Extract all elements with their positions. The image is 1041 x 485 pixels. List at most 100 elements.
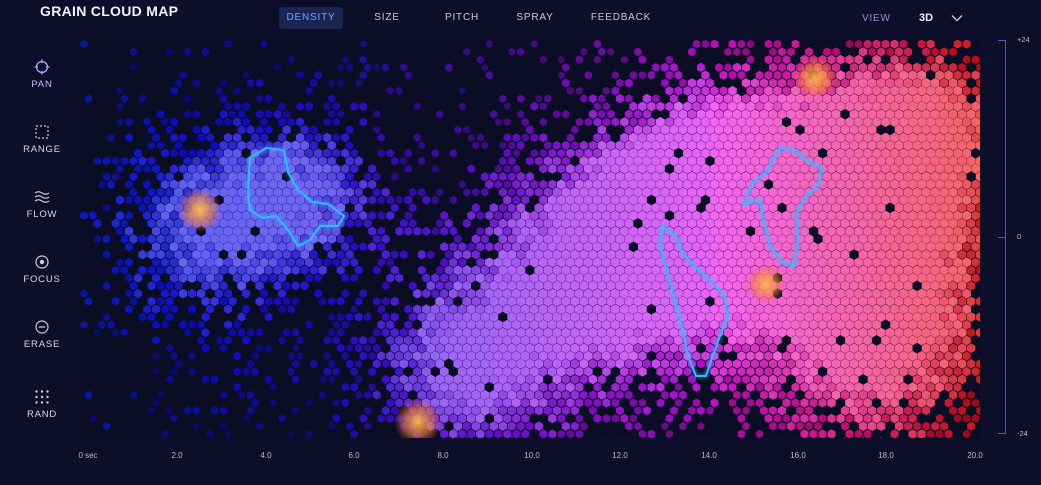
grain-hex [246,140,255,151]
grain-hex [881,148,890,159]
grain-hex [588,140,597,150]
grain-hex [926,226,935,237]
grain-hex [134,164,142,174]
grain-hex [304,163,314,174]
grain-hex [647,241,656,252]
grain-hex [147,141,156,150]
grain-hex [908,179,917,190]
grain-hex [282,234,291,244]
selection-outline[interactable] [742,146,824,268]
grain-hex [921,234,931,244]
grain-hex [566,273,575,283]
grain-hex [431,164,439,173]
grain-hex [769,78,777,88]
grain-hex [241,210,251,221]
chevron-down-icon[interactable] [950,11,964,25]
grain-hex [89,211,97,220]
grain-hex [908,366,917,377]
grain-hex [714,93,724,104]
grain-hex [849,93,859,104]
grain-hex [328,375,336,384]
grain-hex [858,234,868,244]
grain-hex [223,195,233,205]
grain-hex [273,140,282,151]
grain-hex [786,234,796,244]
grain-hex [332,148,341,158]
grain-hex [971,101,980,112]
view-select[interactable]: 3D [919,12,934,24]
grain-hex [386,258,394,267]
tool-flow[interactable]: FLOW [14,189,70,220]
grain-hex [795,280,805,291]
grain-hex [552,280,562,291]
grain-hex [858,124,868,135]
grain-hex [804,140,814,151]
grain-hex [701,101,710,112]
grain-hex [620,304,629,315]
x-tick: 12.0 [612,451,628,460]
grain-hex [273,297,282,306]
tool-range[interactable]: RANGE [14,124,70,155]
grain-hex [854,132,863,143]
tool-rand[interactable]: RAND [14,389,70,420]
tool-focus[interactable]: FOCUS [14,254,70,285]
grain-hex [458,273,467,283]
grain-hex [975,140,980,151]
grain-hex [332,320,340,329]
grain-hex [219,218,228,229]
tab-feedback[interactable]: FEEDBACK [590,12,652,23]
grain-hex [291,187,300,198]
grain-hex [750,140,760,151]
grain-hex [462,296,471,307]
grain-hex [863,319,872,330]
tab-spray[interactable]: SPRAY [516,12,554,23]
grain-hex [359,351,367,361]
grain-hex [962,117,971,127]
grain-hex [809,304,818,315]
grain-hex [543,296,553,307]
grain-hex [791,288,800,299]
grain-hex [782,179,791,190]
grain-hex [944,132,953,143]
grain-cloud-canvas[interactable] [80,40,980,438]
grain-hex [404,320,413,330]
grain-hex [511,351,521,361]
tool-pan[interactable]: PAN [14,59,70,90]
tab-density[interactable]: DENSITY [279,7,343,29]
grain-hex [948,280,958,291]
grain-hex [899,413,908,423]
grain-hex [755,241,764,252]
grain-hex [215,148,224,158]
grain-hex [413,335,422,346]
grain-hex [372,234,381,244]
grain-hex [178,288,188,299]
grain-hex [660,296,670,307]
tab-pitch[interactable]: PITCH [445,12,479,23]
grain-hex [669,187,679,198]
grain-hex [296,336,304,345]
tab-size[interactable]: SIZE [374,12,400,23]
grain-hex [566,210,575,221]
grain-hex [520,366,530,377]
grain-hex [957,156,967,166]
grain-hex [768,171,778,182]
grain-hex [575,55,583,64]
selection-outline[interactable] [658,224,730,377]
grain-hex [705,343,714,353]
grain-hex [453,312,463,322]
grain-hex [764,241,773,252]
grain-hex [336,265,345,275]
grain-hex [669,249,679,260]
grain-hex [94,328,101,337]
grain-hex [710,382,719,392]
grain-hex [616,406,624,416]
tool-erase[interactable]: ERASE [14,319,70,350]
grain-hex [786,296,796,307]
selection-outline[interactable] [246,146,346,248]
selection-outlines[interactable] [246,146,824,377]
grain-hex [417,359,426,369]
grain-hex [903,327,913,338]
grain-hex [624,296,634,307]
grain-hex [435,390,444,400]
grain-hex [930,234,940,244]
